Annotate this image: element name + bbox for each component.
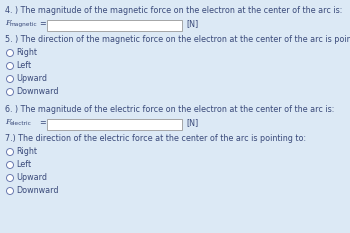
Text: Upward: Upward: [16, 74, 47, 83]
Circle shape: [7, 62, 14, 69]
Text: magnetic: magnetic: [10, 22, 38, 27]
Circle shape: [7, 188, 14, 195]
FancyBboxPatch shape: [47, 119, 182, 130]
Text: [N]: [N]: [186, 19, 198, 28]
Text: Downward: Downward: [16, 186, 58, 195]
Text: electric: electric: [10, 121, 32, 126]
Text: Left: Left: [16, 61, 31, 70]
Text: [N]: [N]: [186, 118, 198, 127]
Circle shape: [7, 49, 14, 56]
Text: 7.) The direction of the electric force at the center of the arc is pointing to:: 7.) The direction of the electric force …: [5, 134, 306, 143]
Text: 6. ) The magnitude of the electric force on the electron at the center of the ar: 6. ) The magnitude of the electric force…: [5, 105, 334, 114]
Text: Right: Right: [16, 147, 37, 156]
Text: Right: Right: [16, 48, 37, 57]
Text: Upward: Upward: [16, 173, 47, 182]
Text: F: F: [5, 118, 10, 126]
Text: 4. ) The magnitude of the magnetic force on the electron at the center of the ar: 4. ) The magnitude of the magnetic force…: [5, 6, 342, 15]
Text: Downward: Downward: [16, 87, 58, 96]
Text: =: =: [39, 118, 46, 127]
Text: F: F: [5, 19, 10, 27]
Circle shape: [7, 75, 14, 82]
FancyBboxPatch shape: [47, 20, 182, 31]
Text: =: =: [39, 19, 46, 28]
Circle shape: [7, 89, 14, 96]
Circle shape: [7, 175, 14, 182]
Text: Left: Left: [16, 160, 31, 169]
Circle shape: [7, 161, 14, 168]
Text: 5. ) The direction of the magnetic force on the electron at the center of the ar: 5. ) The direction of the magnetic force…: [5, 35, 350, 44]
Circle shape: [7, 148, 14, 155]
